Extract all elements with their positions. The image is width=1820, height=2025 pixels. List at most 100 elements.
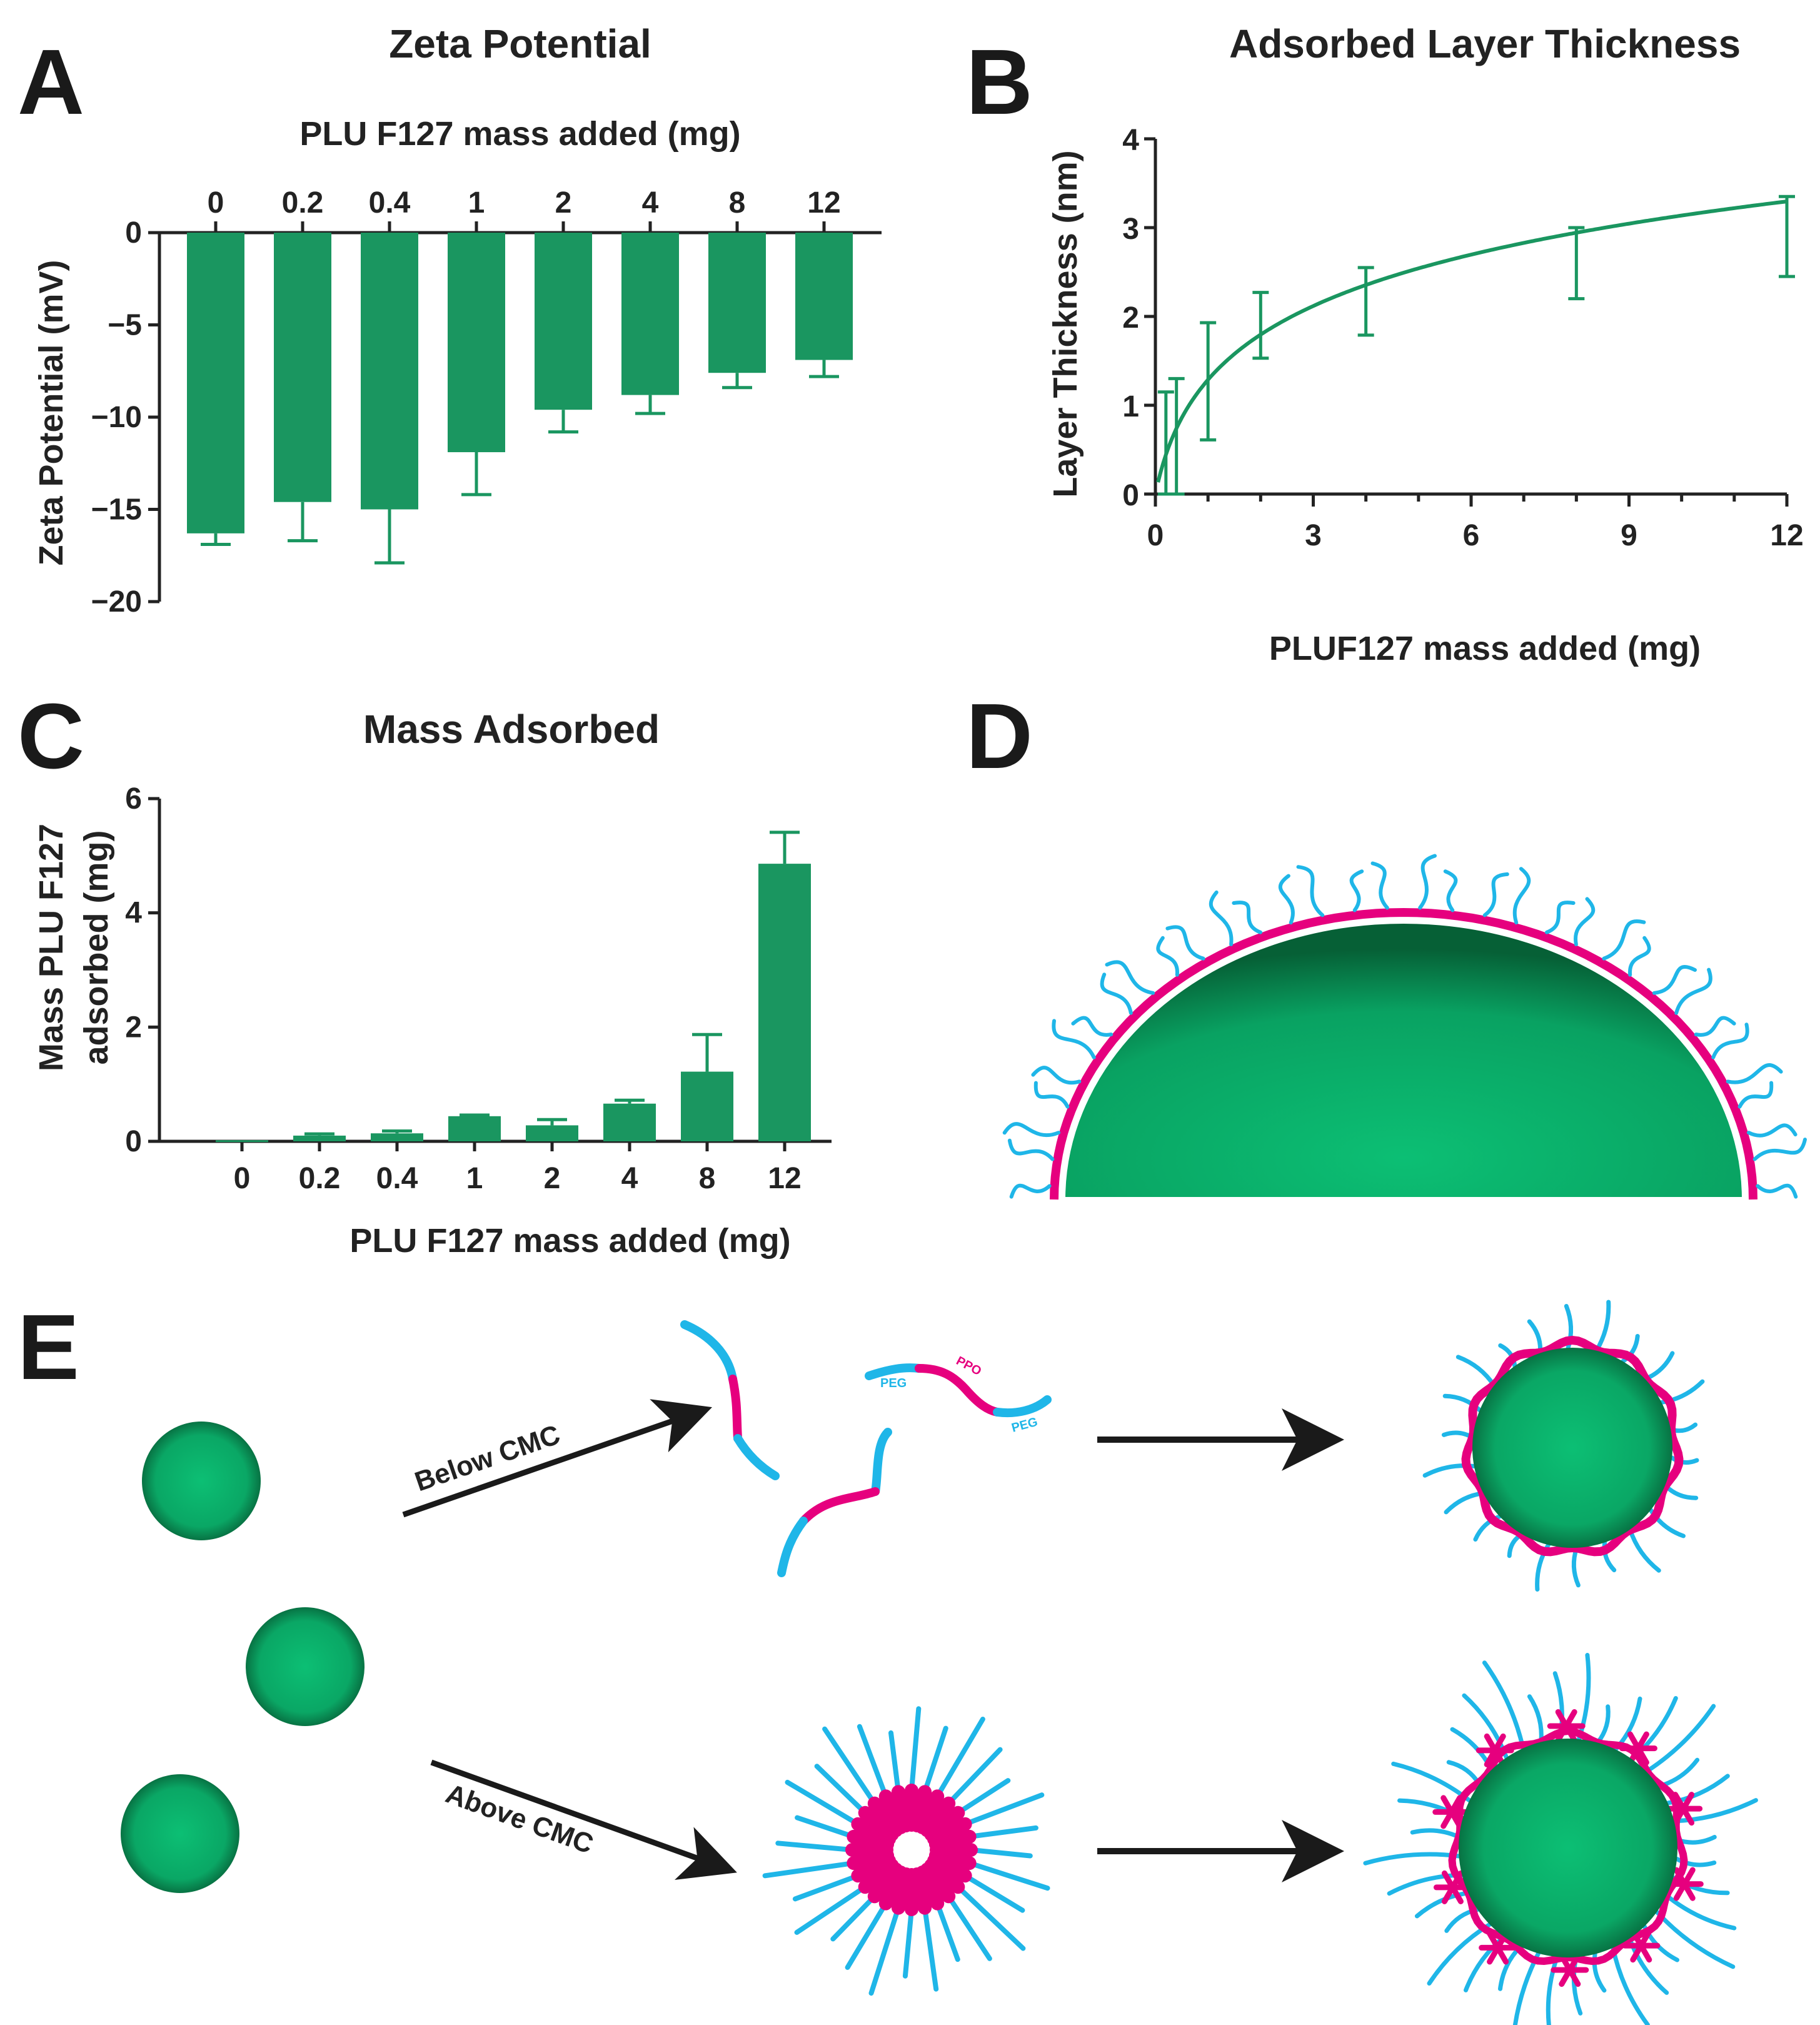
chart-a-xtick-label: 0 [208, 186, 224, 220]
chart-a-xtick-label: 2 [555, 186, 572, 220]
chart-c-ylabel-line2: adsorbed (mg) [78, 830, 115, 1064]
peg-chain [1527, 1694, 1544, 1744]
chart-b-ytick-label: 1 [1122, 390, 1139, 423]
chart-b-ytick-label: 4 [1122, 124, 1139, 157]
chart-a-ytick-label: 0 [125, 216, 142, 250]
peg-label-left: PEG [880, 1376, 907, 1390]
peg-chain [1031, 1066, 1082, 1085]
chart-a-bar [448, 233, 505, 453]
chart-a-bar [274, 233, 331, 502]
panel-letter-d: D [966, 685, 1033, 788]
chart-b-title: Adsorbed Layer Thickness [1229, 21, 1741, 66]
chart-c-xtick-label: 2 [544, 1162, 561, 1195]
chart-c-bar [293, 1135, 346, 1141]
peg-chain [1571, 1545, 1581, 1588]
chart-c-bar [603, 1103, 656, 1141]
chart-c-ylabel-line1: Mass PLU F127 [33, 824, 70, 1071]
peg-chain [1009, 1183, 1052, 1199]
chart-c-bar [526, 1125, 578, 1141]
chart-c-ytick-label: 2 [125, 1011, 142, 1044]
peg-chain [1278, 874, 1295, 925]
peg-label-right: PEG [1010, 1415, 1040, 1435]
chart-b-xtick-label: 3 [1305, 519, 1322, 552]
chart-c-bar [216, 1140, 268, 1143]
micelle-peg-chain [845, 1901, 888, 1970]
peg-chain [1628, 936, 1651, 977]
micelle-peg-chain [909, 1706, 922, 1793]
below-cmc-arrow [402, 1399, 713, 1518]
chart-a-bar [795, 233, 853, 360]
peg-chain [1644, 1704, 1716, 1774]
peg-chain [1156, 936, 1179, 977]
peg-chain [1611, 1946, 1650, 2025]
chart-b-xtick-label: 9 [1621, 519, 1637, 552]
chart-c-xtick-label: 0.4 [376, 1162, 418, 1195]
peg-chain [1621, 1334, 1640, 1364]
above-cmc-label: Above CMC [442, 1778, 598, 1859]
micelle-peg-chain [830, 1894, 877, 1942]
above-cmc-arrow [430, 1759, 737, 1881]
chart-b-xtick-label: 0 [1147, 519, 1164, 552]
peg-chain [1752, 1138, 1807, 1161]
peg-chain [1105, 960, 1155, 995]
peg-chain [1349, 869, 1364, 912]
bare-particle-1 [142, 1422, 261, 1540]
peg-chain [1545, 901, 1576, 934]
peg-chain [1602, 919, 1646, 961]
peg-chain [1482, 872, 1509, 917]
peg-chain [1232, 901, 1262, 934]
peg-chain [1418, 854, 1437, 910]
chart-c-xtick-label: 0.2 [299, 1162, 341, 1195]
peg-chain [1627, 1527, 1661, 1573]
peg-chain [1482, 1660, 1526, 1750]
peg-chain [1664, 1893, 1737, 1931]
peg-chain [1512, 1951, 1541, 2025]
micelle-peg-chain [955, 1778, 1011, 1815]
micelle-peg-chain [857, 1724, 888, 1799]
chart-c-xtick-label: 1 [466, 1162, 483, 1195]
peg-chain [1574, 897, 1596, 946]
coated-particle-illustration [1002, 854, 1807, 1202]
ppo-cluster [1635, 1731, 1649, 1752]
micelle-peg-chain [785, 1779, 861, 1827]
peg-chain [1694, 1016, 1736, 1037]
micelle [762, 1706, 1050, 1996]
ppo-cluster [1492, 1733, 1506, 1754]
chart-c-bar [681, 1071, 733, 1141]
peg-chain [1100, 972, 1133, 1015]
particle-ppo-layer [1050, 907, 1757, 1200]
panel-letter-b: B [966, 31, 1033, 134]
chart-b-ylabel: Layer Thickness (nm) [1047, 150, 1084, 497]
peg-chain [1165, 925, 1205, 961]
chart-c-ytick-label: 6 [125, 782, 142, 816]
peg-chain [1002, 1122, 1061, 1138]
micelle-peg-chain [962, 1873, 1025, 1913]
micelle-peg-chain [888, 1730, 901, 1795]
peg-chain [1527, 1319, 1543, 1356]
micelle-ppo-core [924, 1858, 965, 1894]
peg-chain [1756, 1183, 1798, 1199]
peg-chain [1443, 869, 1458, 912]
peg-chain [1007, 1138, 1055, 1161]
bare-particle-3 [121, 1774, 239, 1893]
peg-chain [1654, 1909, 1736, 1969]
micelle-peg-chain [946, 1894, 992, 1961]
ppo-layer [1448, 1727, 1688, 1966]
chart-a-title: Zeta Potential [389, 21, 651, 66]
coated-particle-below-cmc [1422, 1300, 1705, 1592]
micelle-peg-chain [967, 1861, 1050, 1891]
panel-letter-c: C [18, 685, 84, 788]
chart-a-xtick-label: 8 [729, 186, 746, 220]
micelle-peg-chain [814, 1764, 868, 1815]
chart-c-title: Mass Adsorbed [363, 707, 660, 752]
peg-chain [1711, 1023, 1749, 1059]
free-unimers: PEG PPO PEG [680, 1320, 1052, 1577]
zeta-potential-chart: Zeta Potential PLU F127 mass added (mg) … [33, 21, 882, 619]
chart-b-ytick-label: 2 [1122, 301, 1139, 335]
ppo-cluster [1681, 1792, 1695, 1812]
peg-chain [1737, 1081, 1774, 1109]
chart-a-xtick-label: 0.2 [282, 186, 324, 220]
micelle-peg-chain [775, 1841, 855, 1852]
peg-chain [1726, 1063, 1783, 1084]
